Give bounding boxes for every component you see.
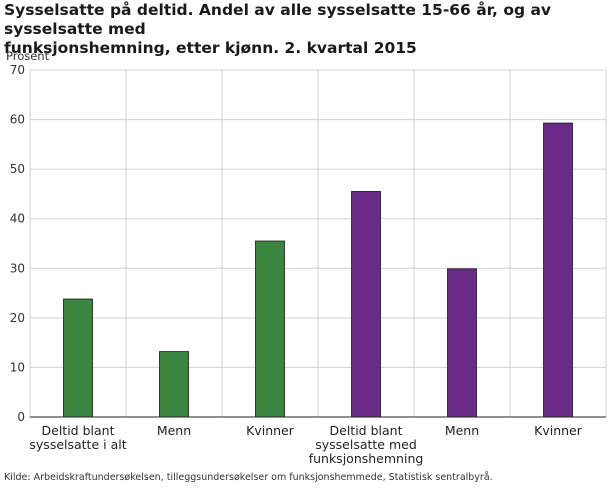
y-axis-label: Prosent xyxy=(6,49,50,63)
x-tick-label: Deltid blant xyxy=(330,423,403,438)
y-tick-label: 60 xyxy=(10,113,25,127)
bar xyxy=(63,298,93,418)
bar xyxy=(543,122,573,418)
y-tick-label: 50 xyxy=(10,162,25,176)
bar xyxy=(351,191,381,418)
bar xyxy=(255,240,285,418)
chart-title: Sysselsatte på deltid. Andel av alle sys… xyxy=(4,1,608,58)
x-tick-label: Kvinner xyxy=(534,423,583,438)
y-tick-label: 40 xyxy=(10,212,25,226)
x-tick-label: Menn xyxy=(157,423,191,438)
y-tick-label: 70 xyxy=(10,63,25,77)
x-tick-label: Menn xyxy=(445,423,479,438)
y-tick-label: 10 xyxy=(10,360,25,374)
y-tick-label: 0 xyxy=(17,410,25,424)
x-tick-label: sysselsatte i alt xyxy=(29,437,126,452)
chart-title-line-1: Sysselsatte på deltid. Andel av alle sys… xyxy=(4,1,552,38)
y-tick-label: 20 xyxy=(10,311,25,325)
y-tick-label: 30 xyxy=(10,261,25,275)
x-tick-label: funksjonshemning xyxy=(309,451,424,466)
bar xyxy=(447,268,477,418)
chart-title-line-2: funksjonshemning, etter kjønn. 2. kvarta… xyxy=(4,39,417,57)
source-note: Kilde: Arbeidskraftundersøkelsen, tilleg… xyxy=(4,472,493,483)
x-tick-label: Kvinner xyxy=(246,423,295,438)
bar xyxy=(159,351,189,418)
x-tick-label: sysselsatte med xyxy=(315,437,417,452)
x-tick-label: Deltid blant xyxy=(42,423,115,438)
